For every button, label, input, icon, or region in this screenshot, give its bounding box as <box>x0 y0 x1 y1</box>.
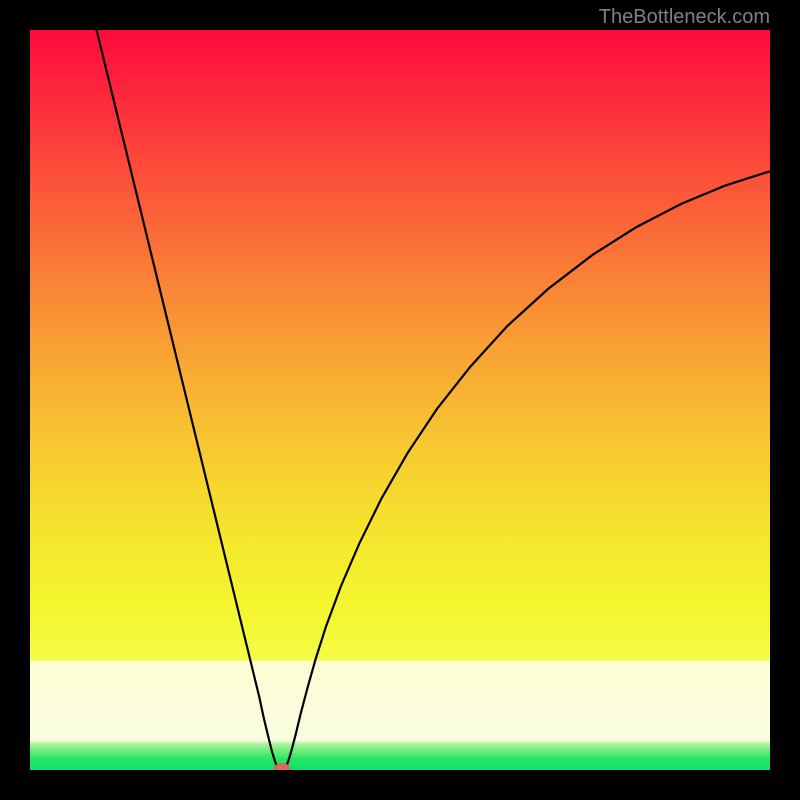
plot-svg <box>30 30 770 770</box>
bottleneck-marker <box>273 763 290 770</box>
watermark-text: TheBottleneck.com <box>599 6 770 29</box>
plot-area <box>30 30 770 770</box>
plot-background <box>30 30 770 770</box>
